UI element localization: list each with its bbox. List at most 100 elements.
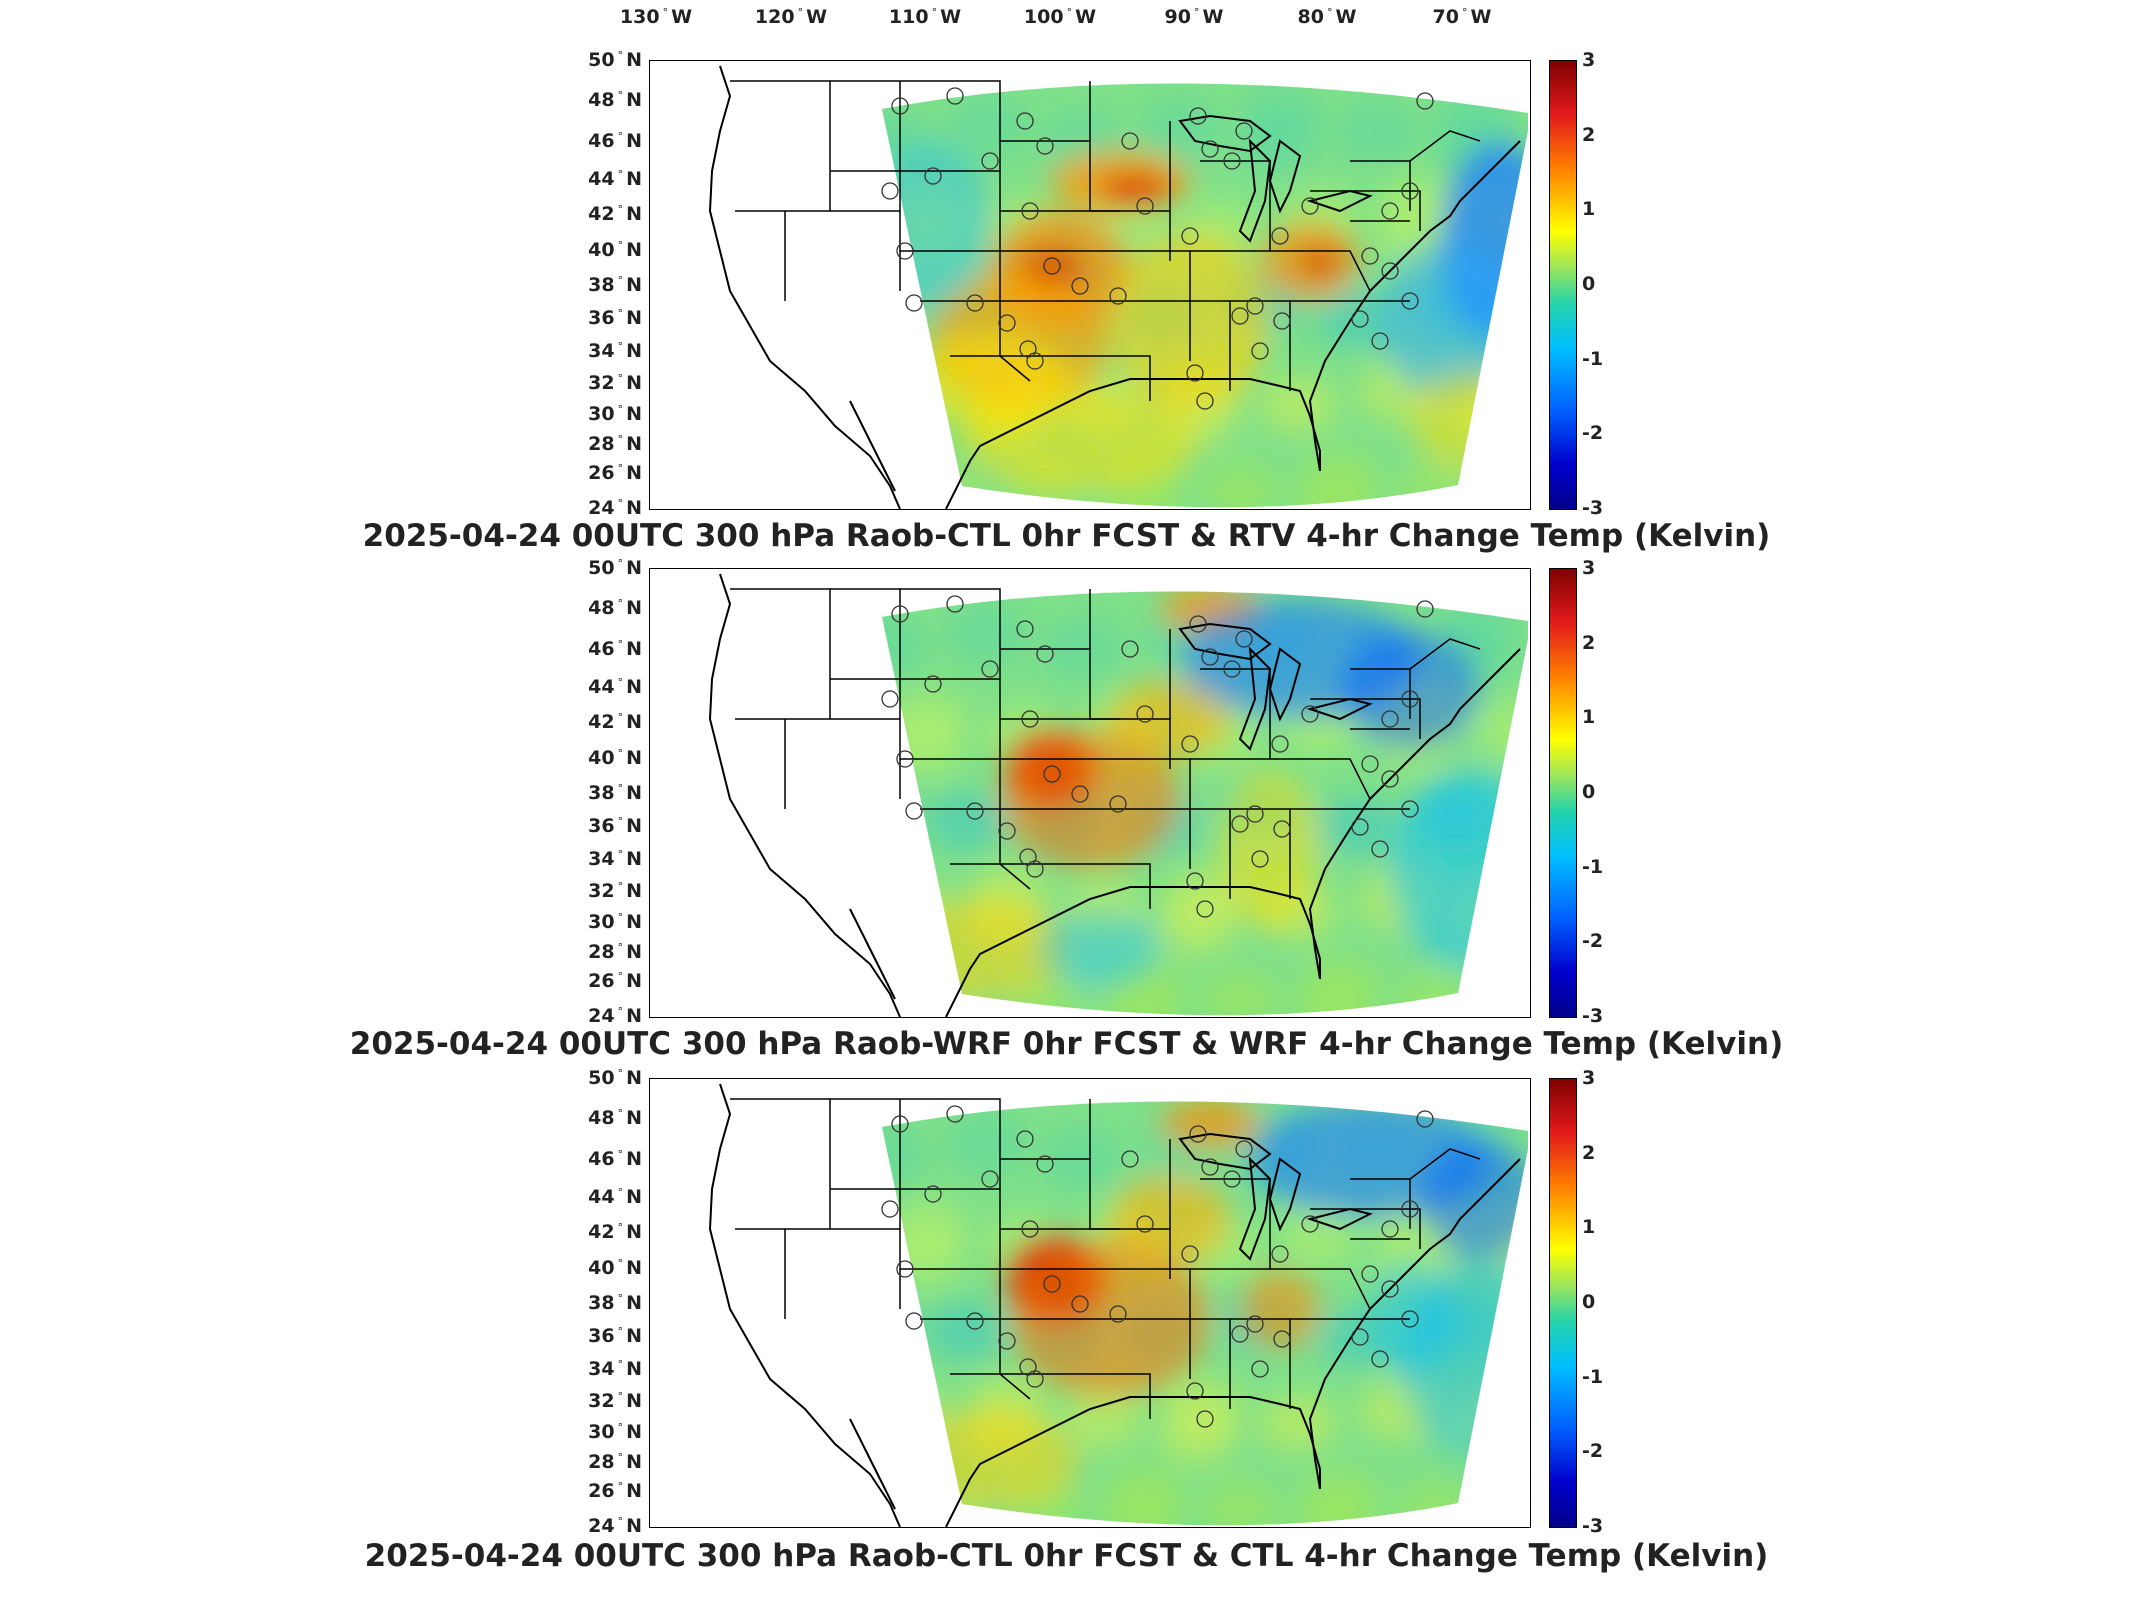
raob-station-marker (1186, 872, 1204, 890)
raob-station-marker (924, 1185, 942, 1203)
raob-station-marker (1043, 1275, 1061, 1293)
lat-label: 28 ° N (588, 432, 642, 456)
lat-label: 28 ° N (588, 940, 642, 964)
raob-stations (881, 1105, 1434, 1428)
colorbar-tick: 2 (1582, 123, 1596, 146)
lon-label-70w: 70 ° W (1432, 6, 1492, 29)
colorbar-tick: 2 (1582, 1141, 1596, 1164)
colorbar-tick: 1 (1582, 706, 1596, 729)
raob-station-marker (1235, 630, 1253, 648)
colorbar-tick: -3 (1582, 497, 1604, 519)
temperature-field-map (708, 65, 1528, 509)
raob-station-marker (1381, 1280, 1399, 1298)
raob-station-marker (1186, 1382, 1204, 1400)
colorbar (1549, 1078, 1577, 1528)
lat-label: 42 ° N (588, 202, 642, 226)
raob-station-marker (1416, 600, 1434, 618)
raob-station-marker (1301, 705, 1319, 723)
lat-label: 50 ° N (588, 48, 642, 72)
raob-station-marker (905, 802, 923, 820)
raob-station-marker (1381, 262, 1399, 280)
raob-station-marker (1189, 1125, 1207, 1143)
lat-label: 30 ° N (588, 1420, 642, 1444)
raob-station-marker (1016, 1130, 1034, 1148)
raob-station-marker (981, 1170, 999, 1188)
raob-station-marker (981, 152, 999, 170)
lat-label: 26 ° N (588, 1479, 642, 1503)
state-borders (708, 1083, 1521, 1527)
raob-station-marker (1186, 364, 1204, 382)
lat-label: 34 ° N (588, 847, 642, 871)
raob-station-marker (1201, 648, 1219, 666)
raob-station-marker (881, 690, 899, 708)
raob-station-marker (1109, 1305, 1127, 1323)
lat-label: 36 ° N (588, 1324, 642, 1348)
raob-station-marker (1121, 640, 1139, 658)
raob-station-marker (998, 822, 1016, 840)
lat-label: 30 ° N (588, 402, 642, 426)
raob-station-marker (924, 675, 942, 693)
raob-station-marker (966, 802, 984, 820)
raob-station-marker (896, 242, 914, 260)
lat-label: 42 ° N (588, 1220, 642, 1244)
raob-station-marker (1016, 620, 1034, 638)
colorbar-tick: 1 (1582, 198, 1596, 221)
colorbar-tick: 0 (1582, 273, 1596, 295)
raob-station-marker (1136, 1215, 1154, 1233)
raob-station-marker (1036, 1155, 1054, 1173)
lat-label: 50 ° N (588, 556, 642, 580)
lat-label: 32 ° N (588, 879, 642, 903)
colorbar-tick: 0 (1582, 1291, 1596, 1313)
colorbar (1549, 568, 1577, 1018)
lat-label: 44 ° N (588, 1185, 642, 1209)
lat-label: 28 ° N (588, 1450, 642, 1474)
raob-station-marker (1026, 860, 1044, 878)
lon-label-130w: 130 ° W (619, 6, 693, 29)
map-wrf (649, 568, 1531, 1018)
raob-station-marker (1381, 770, 1399, 788)
raob-station-marker (891, 605, 909, 623)
raob-station-marker (1043, 257, 1061, 275)
lon-label-100w: 100 ° W (1023, 6, 1097, 29)
colorbar-tick: 2 (1582, 631, 1596, 654)
raob-station-marker (905, 1312, 923, 1330)
raob-station-marker (1401, 182, 1419, 200)
lat-label: 40 ° N (588, 238, 642, 262)
raob-station-marker (1361, 1265, 1379, 1283)
raob-station-marker (1196, 1410, 1214, 1428)
raob-station-marker (1351, 310, 1369, 328)
panel-title: 2025-04-24 00UTC 300 hPa Raob-CTL 0hr FC… (362, 518, 1771, 554)
raob-station-marker (1271, 1245, 1289, 1263)
raob-station-marker (1381, 710, 1399, 728)
raob-station-marker (1361, 755, 1379, 773)
raob-station-marker (1271, 227, 1289, 245)
raob-station-marker (1371, 1350, 1389, 1368)
raob-station-marker (1121, 132, 1139, 150)
raob-station-marker (1071, 1295, 1089, 1313)
lat-label: 48 ° N (588, 596, 642, 620)
colorbar-tick: 3 (1582, 1067, 1596, 1089)
lat-label: 36 ° N (588, 814, 642, 838)
raob-station-marker (981, 660, 999, 678)
raob-station-marker (1109, 287, 1127, 305)
colorbar-tick: 3 (1582, 49, 1596, 71)
colorbar-tick: -2 (1582, 1440, 1604, 1463)
panel-title: 2025-04-24 00UTC 300 hPa Raob-WRF 0hr FC… (349, 1026, 1784, 1062)
lat-label: 24 ° N (588, 1004, 642, 1028)
colorbar-tick: 0 (1582, 781, 1596, 803)
raob-stations (881, 87, 1434, 410)
longitude-axis: 130 ° W 120 ° W 110 ° W 100 ° W 90 ° W 80 ° W 70 ° W (0, 0, 2133, 40)
raob-station-marker (1021, 710, 1039, 728)
raob-station-marker (1189, 107, 1207, 125)
raob-station-marker (1416, 1110, 1434, 1128)
raob-station-marker (1351, 818, 1369, 836)
raob-station-marker (896, 1260, 914, 1278)
raob-station-marker (1036, 645, 1054, 663)
raob-station-marker (1201, 140, 1219, 158)
colorbar-tick: 3 (1582, 557, 1596, 579)
raob-station-marker (1381, 202, 1399, 220)
colorbar-tick: -3 (1582, 1515, 1604, 1537)
raob-station-marker (966, 294, 984, 312)
lat-label: 38 ° N (588, 273, 642, 297)
colorbar-tick: -2 (1582, 930, 1604, 953)
